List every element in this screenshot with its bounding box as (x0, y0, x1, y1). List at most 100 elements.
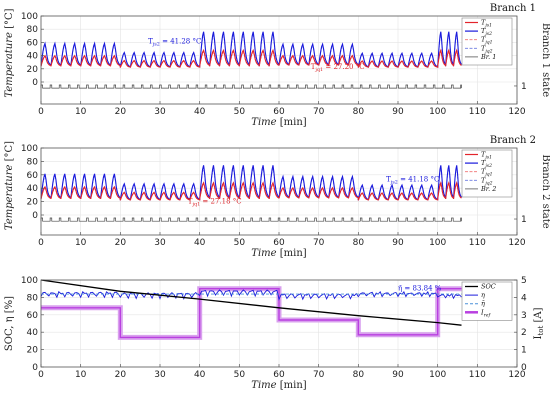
x-tick-label: 80 (353, 238, 365, 248)
x-tick-label: 100 (429, 370, 446, 380)
x-tick-label: 120 (508, 370, 525, 380)
x-axis-label: Time [min] (251, 117, 306, 128)
x-tick-label: 60 (273, 238, 285, 248)
annotation: Tjq1​ = 27.20 °C (311, 63, 365, 73)
x-tick-label: 40 (194, 107, 206, 117)
legend-entry: SOC (481, 283, 496, 291)
x-tick-label: 90 (392, 238, 404, 248)
x-tick-label: 50 (234, 107, 246, 117)
panel-title: Branch 2 (490, 135, 536, 146)
series-tjs2-line (40, 31, 462, 68)
x-tick-label: 10 (75, 238, 87, 248)
y-tick-label: 60 (27, 171, 39, 181)
y-tick-label: 40 (27, 328, 39, 338)
y-tick-label: 60 (27, 38, 39, 48)
x-tick-label: 110 (469, 107, 486, 117)
x-axis-label: Time [min] (251, 380, 306, 391)
y-right-tick-label: 1 (521, 346, 527, 356)
y-right-axis-label: Itot​ [A] (533, 307, 545, 339)
y-right-tick-label: 1 (521, 82, 527, 92)
x-tick-label: 40 (194, 370, 206, 380)
x-tick-label: 80 (353, 107, 365, 117)
x-tick-label: 100 (429, 107, 446, 117)
x-tick-label: 50 (234, 370, 246, 380)
y-tick-label: 100 (21, 12, 38, 22)
series-soc-line (40, 279, 462, 326)
legend-entry: η̄ (481, 300, 485, 308)
x-tick-label: 60 (273, 370, 285, 380)
x-tick-label: 110 (469, 238, 486, 248)
legend-entry: Tjs1​ (481, 19, 492, 29)
x-tick-label: 60 (273, 107, 285, 117)
y-tick-label: 80 (27, 293, 39, 303)
x-tick-label: 120 (508, 238, 525, 248)
x-tick-label: 0 (38, 370, 44, 380)
y-tick-label: 0 (32, 211, 38, 221)
x-tick-label: 90 (392, 370, 404, 380)
x-tick-label: 100 (429, 238, 446, 248)
x-tick-label: 10 (75, 107, 87, 117)
y-right-tick-label: 1 (521, 215, 527, 225)
y-right-axis-label: Branch 1 state (540, 23, 550, 97)
y-axis-label: Temperature [°C] (4, 141, 15, 230)
legend-box (461, 149, 513, 198)
y-right-tick-label: 0 (521, 363, 527, 373)
y-tick-label: 80 (27, 25, 39, 35)
series-tjs1-line (40, 48, 462, 68)
x-tick-label: 30 (154, 370, 166, 380)
series-tjs1-line (40, 180, 462, 201)
y-right-tick-label: 3 (521, 311, 527, 321)
y-tick-label: 40 (27, 184, 39, 194)
y-tick-label: 20 (27, 198, 39, 208)
series-branch-state-line (40, 217, 462, 222)
y-right-axis-label: Branch 2 state (540, 154, 550, 228)
x-tick-label: 50 (234, 238, 246, 248)
x-tick-label: 30 (154, 238, 166, 248)
y-tick-label: 20 (27, 346, 39, 356)
legend-entry: Tjq2​ (481, 44, 493, 54)
y-right-tick-label: 5 (521, 276, 527, 286)
annotation: Tjs2​ = 41.28 °C (148, 38, 201, 48)
legend-entry: η (481, 291, 485, 299)
y-tick-label: 100 (21, 276, 38, 286)
legend-entry: Tjs1​ (481, 151, 492, 161)
x-axis-label: Time [min] (251, 248, 306, 259)
legend-entry: Br. 2 (480, 185, 496, 193)
legend-entry: Tjs2​ (481, 27, 492, 37)
x-tick-label: 120 (508, 107, 525, 117)
x-tick-label: 10 (75, 370, 87, 380)
panel-title: Branch 1 (490, 3, 536, 14)
x-tick-label: 40 (194, 238, 206, 248)
x-tick-label: 70 (313, 238, 325, 248)
y-right-tick-label: 2 (521, 328, 527, 338)
y-tick-label: 20 (27, 65, 39, 75)
x-tick-label: 0 (38, 238, 44, 248)
y-tick-label: 100 (21, 144, 38, 154)
x-tick-label: 80 (353, 370, 365, 380)
x-tick-label: 0 (38, 107, 44, 117)
legend-entry: Tjs2​ (481, 159, 492, 169)
x-tick-label: 20 (115, 370, 127, 380)
series-branch-state-line (40, 84, 462, 89)
annotation: Tjs2​ = 41.18 °C (386, 176, 439, 186)
legend-entry: Tjq2​ (481, 176, 493, 186)
x-tick-label: 20 (115, 107, 127, 117)
series-tjs2-line (40, 165, 462, 201)
x-tick-label: 30 (154, 107, 166, 117)
y-tick-label: 0 (32, 363, 38, 373)
x-tick-label: 70 (313, 370, 325, 380)
series-iref-line (41, 288, 462, 339)
y-tick-label: 80 (27, 157, 39, 167)
x-tick-label: 20 (115, 238, 127, 248)
legend-entry: Iref​ (480, 308, 491, 318)
annotation: Tjq1​ = 27.18 °C (188, 198, 242, 208)
y-tick-label: 60 (27, 311, 39, 321)
y-right-tick-label: 4 (521, 293, 527, 303)
y-axis-label: Temperature [°C] (4, 8, 15, 97)
legend-entry: Tjq1​ (481, 36, 493, 46)
annotation: η̄ = 83.84 % (398, 284, 442, 292)
